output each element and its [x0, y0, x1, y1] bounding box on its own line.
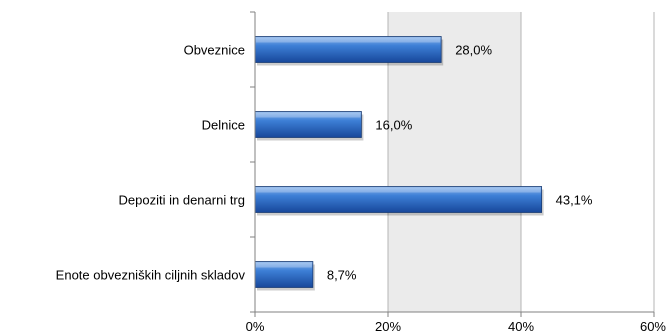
x-tick-label: 60% [640, 319, 666, 334]
bar [254, 36, 442, 63]
x-tick-label: 20% [375, 319, 401, 334]
axes [250, 11, 655, 317]
bar-highlight [256, 37, 441, 43]
bar-highlight [256, 112, 361, 118]
x-tick-label: 0% [246, 319, 265, 334]
data-label: 28,0% [455, 43, 492, 58]
bar-highlight [256, 262, 312, 268]
category-label: Depoziti in denarni trg [119, 193, 245, 208]
data-label: 43,1% [556, 193, 593, 208]
x-tick-label: 40% [508, 319, 534, 334]
bar [254, 111, 362, 138]
labels: 0% 20% 40% 60% Obveznice 28,0% Delnice 16,0% Dep… [56, 43, 667, 335]
data-label: 8,7% [327, 268, 357, 283]
bar [254, 186, 543, 213]
bars [254, 36, 544, 291]
data-label: 16,0% [375, 118, 412, 133]
category-label: Obveznice [184, 43, 245, 58]
category-label: Enote obvezniških ciljnih skladov [56, 268, 246, 283]
category-label: Delnice [202, 118, 245, 133]
bar-highlight [256, 187, 541, 193]
bar [254, 261, 314, 288]
